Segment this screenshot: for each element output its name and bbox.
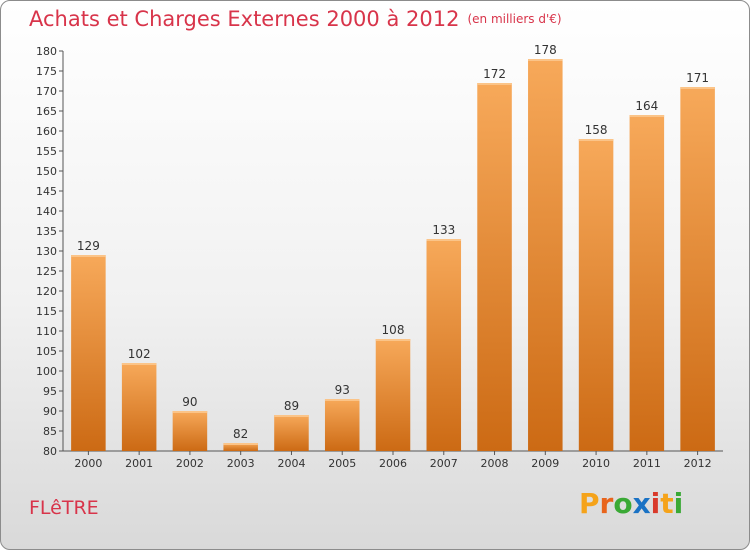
bar-top-edge (375, 339, 411, 341)
x-tick-label: 2001 (125, 457, 153, 470)
bar (172, 411, 208, 451)
bar-top-edge (172, 411, 208, 413)
y-tick-label: 175 (36, 65, 57, 78)
y-tick-label: 80 (43, 445, 57, 458)
bar-top-edge (528, 59, 563, 61)
bar-top-edge (680, 87, 715, 89)
y-tick-label: 145 (36, 185, 57, 198)
bar (528, 59, 563, 451)
logo-letter: r (599, 487, 614, 520)
x-tick-label: 2009 (531, 457, 559, 470)
x-tick-label: 2011 (633, 457, 661, 470)
y-tick-label: 125 (36, 265, 57, 278)
bar-value-label: 90 (182, 395, 197, 409)
y-tick-label: 150 (36, 165, 57, 178)
bar-top-edge (477, 83, 512, 85)
y-tick-label: 140 (36, 205, 57, 218)
bar-value-label: 93 (335, 383, 350, 397)
bar-value-label: 158 (585, 123, 608, 137)
bar (477, 83, 512, 451)
y-tick-label: 130 (36, 245, 57, 258)
bar-top-edge (426, 239, 462, 241)
y-tick-label: 85 (43, 425, 57, 438)
x-tick-label: 2005 (328, 457, 356, 470)
bar-top-edge (223, 443, 258, 445)
x-tick-label: 2004 (277, 457, 305, 470)
bar (324, 399, 360, 451)
x-tick-label: 2002 (176, 457, 204, 470)
x-tick-label: 2007 (430, 457, 458, 470)
chart-title: Achats et Charges Externes 2000 à 2012 (e… (29, 7, 562, 31)
bar-value-label: 172 (483, 67, 506, 81)
bar (680, 87, 715, 451)
logo-letter: P (579, 487, 600, 520)
y-tick-label: 165 (36, 105, 57, 118)
logo-letter: i (673, 487, 684, 520)
bar-value-label: 178 (534, 43, 557, 57)
x-tick-label: 2003 (227, 457, 255, 470)
logo-letter: i (650, 487, 661, 520)
bar-value-label: 171 (686, 71, 709, 85)
bar-top-edge (121, 363, 157, 365)
y-tick-label: 105 (36, 345, 57, 358)
bar-top-edge (324, 399, 360, 401)
city-name: FLêTRE (29, 497, 99, 519)
y-tick-label: 160 (36, 125, 57, 138)
bar-value-label: 164 (635, 99, 658, 113)
bar-top-edge (578, 139, 614, 141)
bar (375, 339, 411, 451)
bar-value-label: 108 (382, 323, 405, 337)
y-tick-label: 115 (36, 305, 57, 318)
chart-title-text: Achats et Charges Externes 2000 à 2012 (29, 7, 460, 31)
chart-unit: (en milliers d'€) (467, 12, 562, 26)
bar (629, 115, 665, 451)
bar (426, 239, 462, 451)
y-tick-label: 120 (36, 285, 57, 298)
x-tick-label: 2008 (481, 457, 509, 470)
y-tick-label: 135 (36, 225, 57, 238)
y-tick-label: 155 (36, 145, 57, 158)
bar-top-edge (629, 115, 665, 117)
bar (578, 139, 614, 451)
bar (71, 255, 106, 451)
x-tick-label: 2010 (582, 457, 610, 470)
bar (121, 363, 157, 451)
y-tick-label: 170 (36, 85, 57, 98)
logo-letter: t (660, 487, 674, 520)
x-tick-label: 2012 (684, 457, 712, 470)
bar-value-label: 102 (128, 347, 151, 361)
bar (223, 443, 258, 451)
x-tick-label: 2006 (379, 457, 407, 470)
bar-value-label: 129 (77, 239, 100, 253)
y-tick-label: 100 (36, 365, 57, 378)
bar (274, 415, 309, 451)
logo-letter: o (613, 487, 633, 520)
logo-letter: x (632, 487, 651, 520)
y-axis: 80 85 90 95 100 105 110 115 120 125 130 135 140 145 15… (36, 45, 64, 458)
bar-top-edge (71, 255, 106, 257)
bar-top-edge (274, 415, 309, 417)
bar-value-label: 133 (432, 223, 455, 237)
y-tick-label: 180 (36, 45, 57, 58)
x-tick-label: 2000 (74, 457, 102, 470)
y-tick-label: 95 (43, 385, 57, 398)
bar-value-label: 82 (233, 427, 248, 441)
bars: 129 102 90 82 89 93 108 133 172 178 158 164 171 (71, 43, 715, 451)
proxiti-logo[interactable]: Proxiti (579, 487, 683, 520)
y-tick-label: 110 (36, 325, 57, 338)
y-tick-label: 90 (43, 405, 57, 418)
bar-value-label: 89 (284, 399, 299, 413)
x-axis: 2000 2001 2002 2003 2004 2005 2006 2007 2008 2009… (63, 450, 723, 470)
